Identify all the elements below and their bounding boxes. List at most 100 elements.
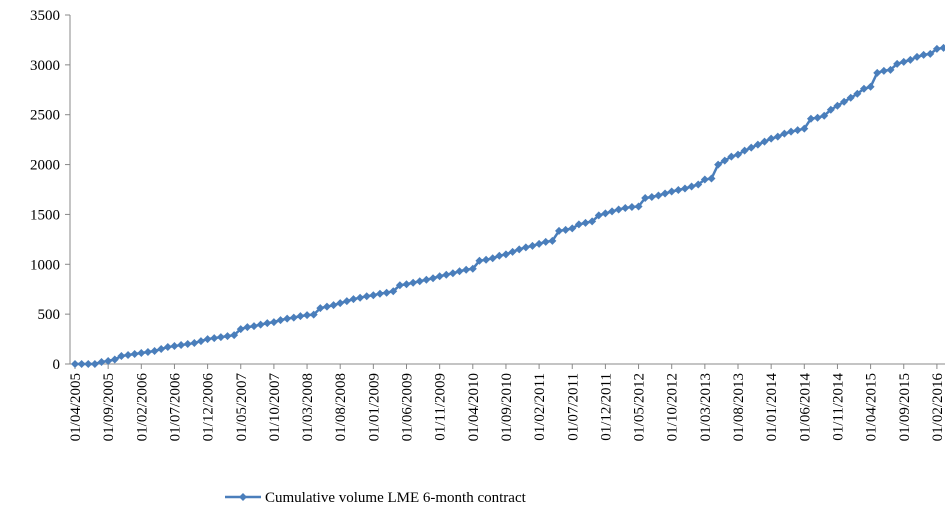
- point-marker: [409, 278, 418, 287]
- point-marker: [488, 254, 497, 263]
- point-marker: [482, 255, 491, 264]
- point-marker: [77, 360, 86, 368]
- point-marker: [104, 357, 113, 366]
- point-marker: [196, 337, 205, 346]
- point-marker: [203, 335, 212, 344]
- point-marker: [435, 272, 444, 281]
- point-marker: [581, 218, 590, 227]
- point-marker: [316, 304, 325, 313]
- point-marker: [621, 203, 630, 212]
- point-marker: [243, 323, 252, 332]
- x-tick-label: 01/08/2013: [731, 373, 747, 441]
- point-marker: [859, 84, 868, 93]
- y-tick-label: 0: [53, 357, 61, 373]
- x-tick-label: 01/01/2014: [764, 373, 780, 442]
- y-tick-label: 500: [38, 307, 61, 323]
- x-tick-label: 01/12/2006: [201, 373, 217, 442]
- point-marker: [342, 297, 351, 306]
- point-marker: [548, 236, 557, 245]
- point-marker: [283, 314, 292, 323]
- point-marker: [820, 111, 829, 120]
- point-marker: [296, 312, 305, 321]
- point-marker: [183, 340, 192, 349]
- x-tick-label: 01/11/2014: [830, 373, 846, 441]
- point-marker: [528, 241, 537, 250]
- x-tick-label: 01/07/2011: [565, 373, 581, 441]
- point-marker: [375, 289, 384, 298]
- point-marker: [568, 224, 577, 233]
- x-tick-label: 01/11/2009: [433, 373, 449, 441]
- point-marker: [157, 345, 166, 354]
- point-marker: [767, 134, 776, 143]
- series-line: [75, 46, 944, 366]
- point-marker: [926, 49, 935, 58]
- point-marker: [117, 352, 126, 361]
- y-tick-label: 1500: [30, 207, 60, 223]
- x-tick-label: 01/04/2010: [466, 373, 482, 441]
- point-marker: [442, 270, 451, 279]
- point-marker: [806, 114, 815, 123]
- point-marker: [110, 355, 119, 364]
- point-marker: [614, 205, 623, 214]
- point-marker: [349, 295, 358, 304]
- point-marker: [475, 256, 484, 265]
- x-tick-label: 01/07/2006: [167, 373, 183, 442]
- point-marker: [661, 189, 670, 198]
- point-marker: [329, 301, 338, 310]
- point-marker: [124, 351, 133, 360]
- point-marker: [707, 174, 716, 183]
- point-marker: [236, 325, 245, 334]
- point-marker: [813, 113, 822, 122]
- point-marker: [554, 226, 563, 235]
- point-marker: [210, 334, 219, 343]
- point-marker: [263, 319, 272, 328]
- point-marker: [833, 101, 842, 110]
- y-tick-label: 1000: [30, 257, 60, 273]
- point-marker: [913, 52, 922, 61]
- point-marker: [800, 124, 809, 133]
- point-marker: [216, 333, 225, 342]
- point-marker: [694, 180, 703, 189]
- point-marker: [886, 65, 895, 74]
- point-marker: [163, 343, 172, 352]
- point-marker: [356, 293, 365, 302]
- point-marker: [429, 274, 438, 283]
- point-marker: [250, 322, 259, 331]
- point-marker: [336, 299, 345, 308]
- y-tick-label: 2500: [30, 108, 60, 124]
- point-marker: [137, 349, 146, 358]
- point-marker: [647, 192, 656, 201]
- point-marker: [866, 82, 875, 91]
- point-marker: [402, 280, 411, 289]
- point-marker: [727, 152, 736, 161]
- point-marker: [760, 137, 769, 146]
- point-marker: [594, 211, 603, 220]
- x-tick-label: 01/06/2009: [400, 373, 416, 441]
- point-marker: [130, 350, 139, 359]
- point-marker: [150, 347, 159, 356]
- point-marker: [793, 126, 802, 135]
- legend-label: Cumulative volume LME 6-month contract: [265, 490, 527, 506]
- point-marker: [230, 331, 239, 340]
- point-marker: [680, 184, 689, 193]
- point-marker: [515, 245, 524, 254]
- point-marker: [700, 175, 709, 184]
- x-tick-label: 01/06/2014: [797, 373, 813, 442]
- point-marker: [634, 202, 643, 211]
- point-marker: [574, 220, 583, 229]
- point-marker: [495, 251, 504, 260]
- point-marker: [501, 250, 510, 259]
- x-tick-label: 01/03/2013: [698, 373, 714, 441]
- x-tick-label: 01/09/2005: [101, 373, 117, 441]
- x-tick-label: 01/01/2009: [366, 373, 382, 441]
- point-marker: [170, 342, 179, 351]
- point-marker: [369, 291, 378, 300]
- point-marker: [395, 281, 404, 290]
- point-marker: [422, 275, 431, 284]
- x-tick-label: 01/12/2011: [598, 373, 614, 441]
- point-marker: [415, 277, 424, 286]
- point-marker: [289, 313, 298, 322]
- point-marker: [932, 44, 941, 53]
- legend-marker: [239, 493, 247, 501]
- y-tick-label: 2000: [30, 158, 60, 174]
